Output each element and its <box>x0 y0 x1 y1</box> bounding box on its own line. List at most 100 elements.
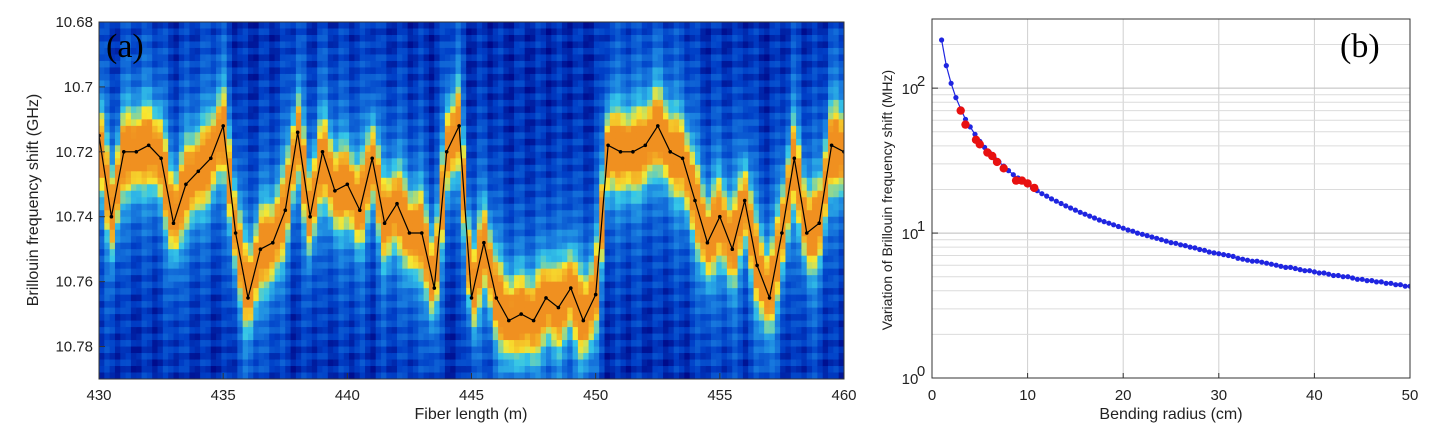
heatmap-cell <box>551 60 558 69</box>
heatmap-cell <box>412 340 419 348</box>
heatmap-cell <box>354 197 361 205</box>
heatmap-cell <box>524 366 531 374</box>
heatmap-cell <box>412 327 419 335</box>
heatmap-cell <box>535 138 542 146</box>
heatmap-cell <box>498 145 505 153</box>
heatmap-cell <box>551 125 558 133</box>
heatmap-cell <box>535 262 542 270</box>
heatmap-cell <box>242 223 249 231</box>
heatmap-cell <box>285 340 292 348</box>
heatmap-cell <box>508 112 515 120</box>
heatmap-cell <box>412 54 419 62</box>
heatmap-cell <box>386 190 393 198</box>
heatmap-cell <box>178 242 185 250</box>
heatmap-cell <box>141 294 148 302</box>
heatmap-cell <box>263 125 270 133</box>
heatmap-cell <box>114 190 121 198</box>
heatmap-cell <box>263 359 270 367</box>
heatmap-cell <box>194 138 201 146</box>
heatmap-cell <box>99 281 105 289</box>
heatmap-cell <box>577 93 584 101</box>
heatmap-cell <box>556 236 563 244</box>
heatmap-cell <box>253 307 260 315</box>
heatmap-cell <box>263 106 270 114</box>
heatmap-cell <box>434 34 441 43</box>
heatmap-cell <box>546 242 552 250</box>
heatmap-cell <box>146 106 153 114</box>
heatmap-cell <box>423 106 430 114</box>
heatmap-cell <box>359 353 366 361</box>
heatmap-cell <box>349 353 356 361</box>
heatmap-cell <box>428 281 435 289</box>
heatmap-cell <box>242 73 249 82</box>
heatmap-cell <box>365 249 371 257</box>
heatmap-cell <box>306 359 313 367</box>
heatmap-cell <box>471 119 478 127</box>
heatmap-cell <box>524 151 531 159</box>
heatmap-cell <box>210 132 217 140</box>
heatmap-cell <box>546 301 552 309</box>
heatmap-cell <box>162 164 169 172</box>
heatmap-cell <box>173 288 180 296</box>
heatmap-cell <box>295 255 302 263</box>
heatmap-cell <box>370 307 377 315</box>
heatmap-cell <box>412 177 419 185</box>
heatmap-cell <box>508 301 515 309</box>
heatmap-cell <box>242 86 249 94</box>
heatmap-cell <box>434 223 441 231</box>
heatmap-cell <box>216 34 222 43</box>
heatmap-cell <box>253 268 260 276</box>
heatmap-cell <box>540 190 547 198</box>
heatmap-cell <box>168 158 175 166</box>
heatmap-cell <box>418 255 425 263</box>
heatmap-cell <box>274 99 281 107</box>
heatmap-cell <box>567 106 574 114</box>
heatmap-cell <box>386 41 393 49</box>
heatmap-cell <box>200 262 207 270</box>
heatmap-cell <box>370 346 377 354</box>
heatmap-cell <box>232 158 238 166</box>
heatmap-cell <box>381 73 387 82</box>
heatmap-cell <box>216 106 222 114</box>
heatmap-cell <box>354 93 361 101</box>
heatmap-cell <box>327 210 334 218</box>
heatmap-cell <box>524 301 531 309</box>
heatmap-cell <box>221 106 228 114</box>
heatmap-cell <box>402 242 409 250</box>
heatmap-cell <box>359 294 366 302</box>
heatmap-cell <box>428 346 435 354</box>
heatmap-cell <box>189 229 196 237</box>
heatmap-cell <box>354 80 361 88</box>
heatmap-cell <box>194 372 201 379</box>
heatmap-cell <box>354 171 361 179</box>
heatmap-cell <box>412 41 419 49</box>
heatmap-cell <box>551 327 558 335</box>
heatmap-cell <box>162 125 169 133</box>
heatmap-cell <box>184 164 191 172</box>
heatmap-cell <box>216 262 222 270</box>
heatmap-cell <box>514 255 520 263</box>
heatmap-cell <box>370 119 377 127</box>
heatmap-cell <box>412 138 419 146</box>
heatmap-cell <box>311 359 318 367</box>
heatmap-cell <box>99 60 105 69</box>
heatmap-cell <box>290 366 297 374</box>
heatmap-cell <box>263 112 270 120</box>
heatmap-cell <box>519 164 526 172</box>
heatmap-cell <box>444 353 451 361</box>
heatmap-cell <box>184 190 191 198</box>
heatmap-cell <box>412 47 419 56</box>
heatmap-cell <box>535 327 542 335</box>
heatmap-cell <box>237 294 244 302</box>
heatmap-cell <box>407 281 414 289</box>
heatmap-cell <box>556 216 563 224</box>
heatmap-cell <box>194 28 201 36</box>
heatmap-cell <box>434 340 441 348</box>
heatmap-cell <box>242 242 249 250</box>
heatmap-cell <box>455 41 462 49</box>
heatmap-cell <box>508 288 515 296</box>
heatmap-cell <box>450 151 457 159</box>
heatmap-cell <box>551 190 558 198</box>
heatmap-cell <box>146 353 153 361</box>
heatmap-cell <box>168 184 175 192</box>
